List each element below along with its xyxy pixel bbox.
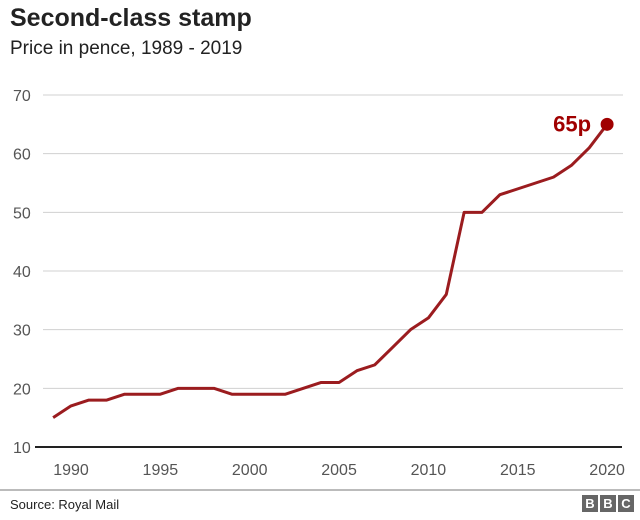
footer-divider — [0, 489, 640, 491]
source-note: Source: Royal Mail — [10, 497, 120, 512]
chart-title: Second-class stamp — [10, 4, 252, 32]
y-tick-label: 30 — [13, 323, 31, 340]
series-line — [52, 123, 609, 419]
end-value-label: 65p — [553, 111, 591, 136]
x-tick-label: 2015 — [500, 462, 536, 479]
y-tick-label: 20 — [13, 381, 31, 398]
y-tick-label: 70 — [13, 88, 31, 105]
x-tick-label: 1990 — [53, 462, 89, 479]
x-tick-label: 1995 — [143, 462, 179, 479]
x-tick-label: 2010 — [411, 462, 447, 479]
logo-letter: B — [582, 495, 598, 512]
logo-letter: B — [600, 495, 616, 512]
bbc-logo: B B C — [582, 495, 634, 512]
x-tick-label: 2005 — [321, 462, 357, 479]
x-tick-label: 2000 — [232, 462, 268, 479]
logo-letter: C — [618, 495, 634, 512]
x-tick-label: 2020 — [589, 462, 625, 479]
end-marker — [600, 117, 614, 131]
y-tick-label: 50 — [13, 205, 31, 222]
y-tick-label: 40 — [13, 264, 31, 281]
y-tick-label: 10 — [13, 440, 31, 457]
y-tick-label: 60 — [13, 147, 31, 164]
chart-subtitle: Price in pence, 1989 - 2019 — [10, 38, 243, 59]
